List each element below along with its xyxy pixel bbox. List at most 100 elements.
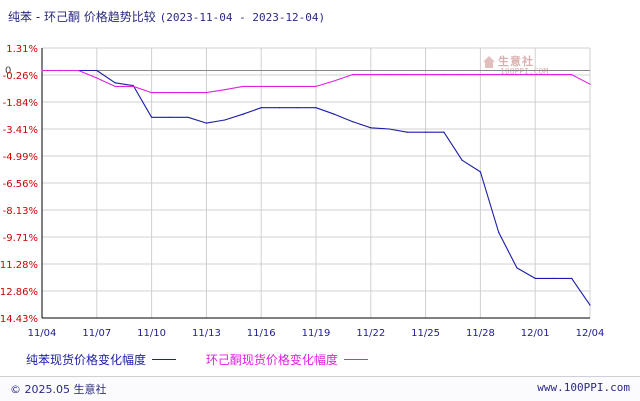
x-tick-label: 11/19 [302,328,331,339]
series-2-point [187,91,189,94]
series-1-point [278,107,281,109]
series-1-point [534,277,536,279]
series-2-point [479,73,481,76]
series-2-point [461,73,463,76]
x-tick-label: 11/16 [247,328,276,339]
series-1-point [224,119,226,121]
y-tick-label: -14.43% [0,314,38,325]
x-tick-label: 11/10 [137,328,166,339]
series-1-point [297,107,299,109]
x-tick-label: 11/04 [28,328,57,339]
series-1-point [589,304,591,306]
watermark-name: 生意社 [498,55,534,68]
series-2-point [278,85,281,88]
series-1-point [315,107,317,109]
series-2-point [443,73,445,76]
x-tick-label: 11/07 [82,328,111,339]
series-2-point [260,85,262,88]
legend-swatch-series-1 [152,359,177,360]
y-tick-label: -12.86% [0,287,38,298]
series-1-point [425,131,427,133]
series-2-point [552,73,555,76]
chart-grid [41,47,591,319]
y-axis-labels: 1.31% -0.26% -1.84% -3.41% -4.99% -6.56% -8.13… [0,44,38,325]
y-tick-label: -9.71% [3,233,38,244]
series-1-point [187,116,189,118]
series-2-point [516,73,518,76]
chart-title: 纯苯 - 环己酮 价格趋势比较 (2023-11-04 - 2023-12-04… [8,8,325,25]
series-1-point [333,113,335,115]
series-1-point [351,120,354,123]
series-2-point [169,91,171,94]
legend-label-series-2: 环己酮现货价格变化幅度 [205,353,338,367]
series-2-point [333,80,335,82]
series-2-point [498,73,500,76]
legend-item-series-1: 纯苯现货价格变化幅度 [26,351,177,368]
y-tick-label: -11.28% [0,260,38,271]
series-2-point [59,69,61,72]
watermark-house-icon [483,56,495,68]
chart-date-range: (2023-11-04 - 2023-12-04) [159,11,326,24]
y-tick-label: -3.41% [3,125,38,136]
series-1-point [114,82,116,84]
series-2-point [205,91,207,94]
series-2-point [41,69,43,72]
series-2-point [77,69,80,72]
series-1-point [388,128,390,130]
footer-copyright: © 2025.05 生意社 [10,383,107,396]
x-tick-label: 11/25 [411,328,440,339]
series-2-point [388,73,390,76]
series-1-point [151,116,153,118]
series-2-point [297,85,299,88]
series-2-point [151,91,153,94]
series-2-point [96,77,98,79]
series-1-point [242,113,244,115]
series-2-point [589,83,591,85]
y-tick-label: -4.99% [3,152,38,163]
x-tick-label: 12/01 [521,328,550,339]
x-tick-label: 12/04 [576,328,605,339]
chart-title-text: 纯苯 - 环己酮 价格趋势比较 [8,10,156,24]
y-tick-label: -0.26% [3,71,38,82]
footer-site-link[interactable]: www.100PPI.com [537,381,630,394]
footer-bar: © 2025.05 生意社 www.100PPI.com [0,376,640,401]
series-2-point [132,85,134,88]
series-1-point [169,116,171,118]
series-1-point [260,107,262,109]
x-tick-label: 11/13 [192,328,221,339]
watermark-url: 100PPI.COM [500,67,549,76]
x-tick-label: 11/22 [356,328,385,339]
series-2-point [224,89,226,91]
series-2-point [571,73,573,76]
x-axis-labels: 11/04 11/07 11/10 11/13 11/16 11/19 11/22 11/25… [28,328,605,339]
series-2-point [351,73,354,76]
series-1-point [96,69,98,72]
chart-legend: 纯苯现货价格变化幅度 环己酮现货价格变化幅度 [26,351,394,368]
series-1-point [498,231,500,234]
zero-marker-label: 0 [5,65,11,76]
x-tick-label: 11/28 [466,328,495,339]
y-tick-label: -8.13% [3,206,38,217]
series-2-point [406,73,408,76]
series-2-point [315,85,317,88]
chart-axes: 0 [5,48,590,319]
series-1-point [552,277,555,279]
series-2-point [114,85,116,88]
y-tick-label: -1.84% [3,98,38,109]
y-tick-label: 1.31% [6,44,38,55]
series-1-point [461,159,463,161]
legend-label-series-1: 纯苯现货价格变化幅度 [26,353,147,367]
series-2-point [242,85,244,88]
legend-swatch-series-2 [343,359,368,360]
legend-item-series-2: 环己酮现货价格变化幅度 [206,351,368,368]
series-1-point [571,277,573,279]
series-1-point [443,131,445,133]
y-tick-label: -6.56% [3,179,38,190]
series-lines [41,69,591,306]
series-2-point [425,73,427,76]
series-1-point [406,131,408,133]
series-2-point [534,73,536,76]
series-1-point [370,127,372,129]
series-1-point [479,171,481,173]
